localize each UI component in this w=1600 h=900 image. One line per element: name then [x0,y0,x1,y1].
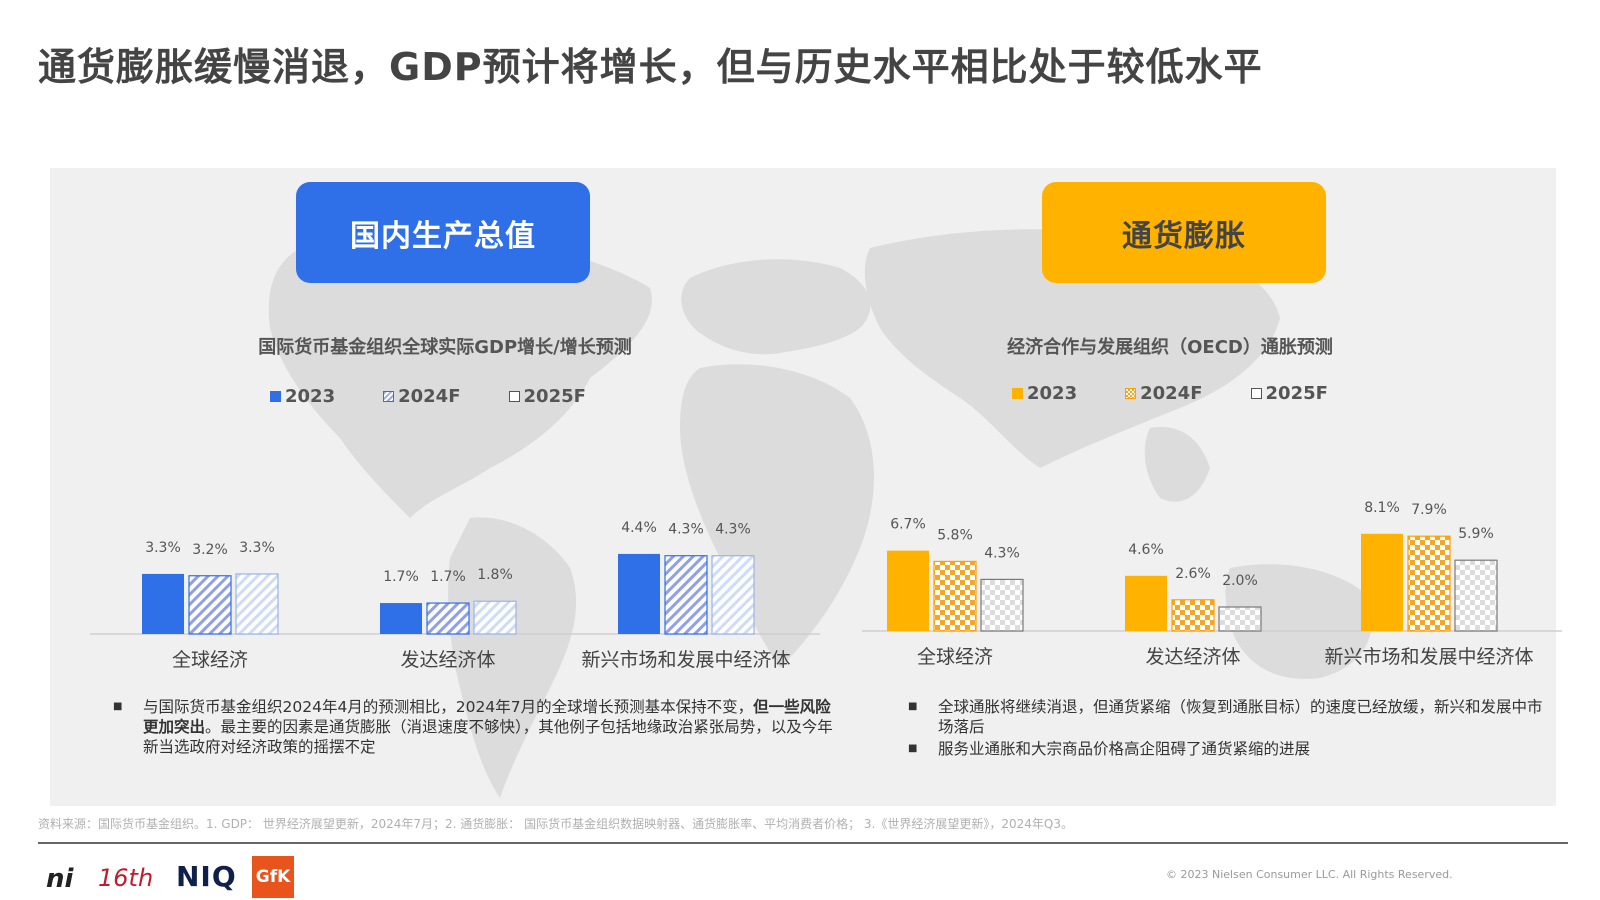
footer-divider [38,842,1568,844]
gdp-bar-2025F-2 [711,555,755,635]
gdp-legend-label-2024f: 2024F [398,386,461,407]
gdp-bar-2024F-1 [426,602,470,635]
gdp-legend: 2023 2024F 2025F [270,386,586,407]
inf-bar-2023-2 [1361,533,1403,631]
inflation-legend-2023: 2023 [1012,383,1077,404]
inflation-pill: 通货膨胀 [1042,182,1326,283]
inf-data-label-2025F-2: 5.9% [1458,526,1494,542]
gdp-bar-2023-2 [618,553,660,634]
gdp-bullet-bold: 但一些风险更加突出 [143,698,831,736]
inf-data-label-2025F-0: 4.3% [984,545,1020,561]
anniversary-logo: 16th [98,864,154,892]
inflation-legend-label-2023: 2023 [1027,383,1078,404]
gdp-bullet-plain-start: 与国际货币基金组织2024年4月的预测相比，2024年7月的全球增长预测基本保持… [143,698,754,716]
gdp-legend-swatch-2023 [270,391,281,402]
inf-bar-2023-0 [887,550,929,631]
list-item: ■ 全球通胀将继续消退，但通货紧缩（恢复到通胀目标）的速度已经放缓，新兴和发展中… [908,697,1548,737]
inflation-bullets: ■ 全球通胀将继续消退，但通货紧缩（恢复到通胀目标）的速度已经放缓，新兴和发展中… [908,697,1548,761]
gdp-bullet-plain-end: 。最主要的因素是通货膨胀（消退速度不够快），其他例子包括地缘政治紧张局势，以及今… [143,718,833,756]
gdp-category-label-0: 全球经济 [172,649,248,671]
gdp-bullets: ■ 与国际货币基金组织2024年4月的预测相比，2024年7月的全球增长预测基本… [113,697,833,759]
inf-category-label-2: 新兴市场和发展中经济体 [1324,646,1533,668]
inf-data-label-2023-2: 8.1% [1364,500,1400,516]
inf-bar-2024F-1 [1171,599,1215,632]
inflation-legend-2025f: 2025F [1250,383,1328,404]
gdp-bar-2025F-1 [473,600,517,635]
gdp-data-label-2024F-2: 4.3% [668,522,704,538]
page-title: 通货膨胀缓慢消退，GDP预计将增长，但与历史水平相比处于较低水平 [38,45,1263,89]
gdp-legend-swatch-2025f [508,391,520,402]
gdp-bar-2023-0 [142,573,184,634]
inf-data-label-2024F-0: 5.8% [937,527,973,543]
gfk-logo: GfK [252,856,294,898]
gdp-bar-2024F-2 [664,555,708,635]
inf-category-label-0: 全球经济 [917,646,993,668]
gdp-bar-2025F-0 [235,573,279,635]
source-note: 资料来源：国际货币基金组织。1. GDP： 世界经济展望更新，2024年7月；2… [38,817,1073,831]
square-bullet-icon: ■ [113,701,123,712]
gdp-category-label-2: 新兴市场和发展中经济体 [581,649,790,671]
gdp-data-label-2025F-1: 1.8% [477,567,513,583]
inflation-bullet-text-1: 全球通胀将继续消退，但通货紧缩（恢复到通胀目标）的速度已经放缓，新兴和发展中市场… [938,698,1543,736]
inflation-chart-title: 经济合作与发展组织（OECD）通胀预测 [1007,337,1333,358]
inf-data-label-2024F-2: 7.9% [1411,502,1447,518]
gdp-legend-label-2025f: 2025F [523,386,586,407]
inf-bar-2025F-0 [980,578,1024,632]
inflation-bullet-text-2: 服务业通胀和大宗商品价格高企阻碍了通货紧缩的进展 [938,740,1311,758]
gdp-data-label-2023-0: 3.3% [145,540,181,556]
gdp-pill: 国内生产总值 [296,182,590,283]
niq-logo: NIQ [176,860,237,893]
gdp-legend-label-2023: 2023 [285,386,336,407]
gdp-data-label-2023-2: 4.4% [621,520,657,536]
gdp-legend-2024f: 2024F [383,386,461,407]
gdp-data-label-2023-1: 1.7% [383,569,419,585]
gdp-legend-2025f: 2025F [508,386,586,407]
gdp-category-label-1: 发达经济体 [400,649,495,671]
inflation-legend-label-2024f: 2024F [1140,383,1203,404]
inflation-legend-swatch-2024f [1125,388,1137,399]
world-map-background [268,229,1373,798]
gdp-chart-title: 国际货币基金组织全球实际GDP增长/增长预测 [258,337,632,358]
gdp-bar-2024F-0 [188,575,232,635]
gdp-data-label-2024F-0: 3.2% [192,542,228,558]
inf-bar-2025F-1 [1218,606,1262,632]
inflation-legend-swatch-2025f [1250,388,1262,399]
copyright: © 2023 Nielsen Consumer LLC. All Rights … [1166,868,1453,881]
gdp-data-label-2025F-0: 3.3% [239,540,275,556]
inf-category-label-1: 发达经济体 [1145,646,1240,668]
gdp-data-label-2024F-1: 1.7% [430,569,466,585]
inf-bar-2024F-2 [1407,535,1451,632]
gdp-bar-2023-1 [380,603,422,634]
inf-bar-2023-1 [1125,575,1167,631]
gdp-bullet-text: 与国际货币基金组织2024年4月的预测相比，2024年7月的全球增长预测基本保持… [143,697,833,757]
inf-bar-2024F-0 [933,560,977,632]
inflation-legend-2024f: 2024F [1125,383,1203,404]
inf-data-label-2025F-1: 2.0% [1222,573,1258,589]
inf-data-label-2023-0: 6.7% [890,517,926,533]
gdp-legend-2023: 2023 [270,386,335,407]
square-bullet-icon: ■ [908,701,918,712]
list-item: ■ 与国际货币基金组织2024年4月的预测相比，2024年7月的全球增长预测基本… [113,697,833,757]
list-item: ■ 服务业通胀和大宗商品价格高企阻碍了通货紧缩的进展 [908,739,1548,759]
inflation-legend-label-2025f: 2025F [1265,383,1328,404]
inf-data-label-2024F-1: 2.6% [1175,566,1211,582]
inf-bar-2025F-2 [1454,559,1498,632]
gdp-legend-swatch-2024f [383,391,395,402]
inflation-legend: 2023 2024F 2025F [1012,383,1328,404]
inflation-legend-swatch-2023 [1012,388,1023,399]
gdp-data-label-2025F-2: 4.3% [715,522,751,538]
square-bullet-icon: ■ [908,743,918,754]
ni-logo: ni [46,864,74,894]
inf-data-label-2023-1: 4.6% [1128,542,1164,558]
